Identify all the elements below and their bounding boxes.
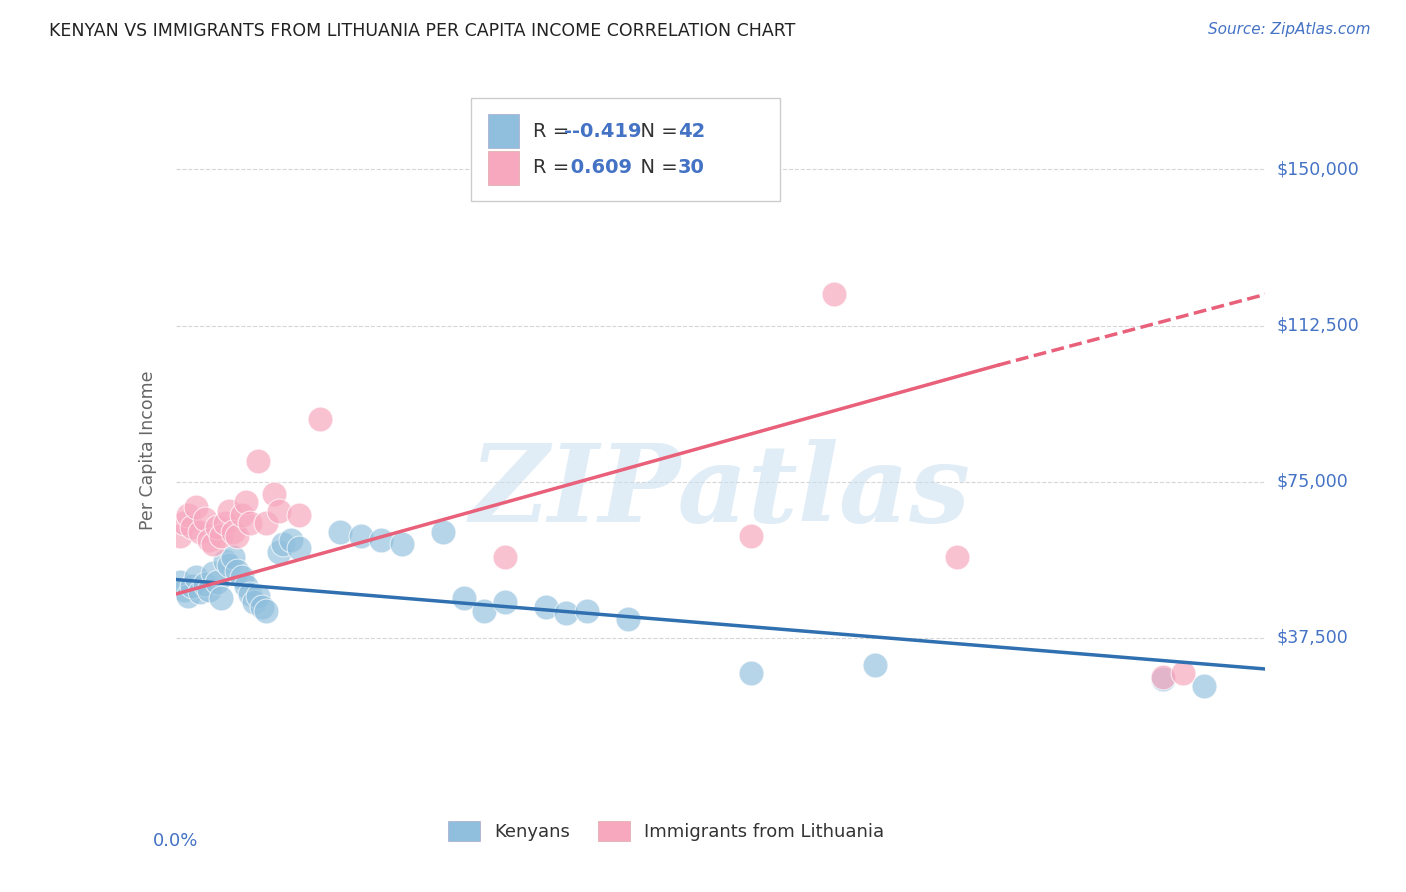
Point (453, 591, 475, 606)
Point (239, 516, 262, 531)
Point (494, 595, 516, 609)
Point (222, 549, 245, 564)
Point (201, 537, 224, 551)
Point (432, 524, 454, 539)
Point (740, 666, 762, 681)
Point (246, 454, 269, 468)
Point (209, 529, 232, 543)
Point (186, 500, 208, 514)
Text: 30: 30 (678, 158, 704, 178)
Point (391, 537, 413, 551)
Point (205, 520, 228, 534)
Point (239, 587, 262, 601)
Point (350, 529, 373, 543)
Point (246, 589, 269, 603)
Point (235, 495, 257, 509)
Point (193, 512, 215, 526)
Point (494, 549, 516, 564)
Point (218, 504, 240, 518)
Point (254, 604, 277, 618)
Point (214, 554, 236, 568)
Text: Source: ZipAtlas.com: Source: ZipAtlas.com (1208, 22, 1371, 37)
Point (863, 657, 886, 672)
Point (1152, 670, 1174, 684)
Point (190, 585, 212, 599)
Point (173, 582, 195, 597)
Point (181, 579, 204, 593)
Point (288, 508, 311, 522)
Point (214, 516, 236, 531)
Point (370, 533, 392, 547)
Point (267, 545, 290, 559)
Point (263, 487, 285, 501)
Text: N =: N = (628, 121, 685, 141)
Point (555, 606, 578, 620)
Point (218, 558, 240, 572)
Point (186, 570, 208, 584)
Text: 0.609: 0.609 (564, 158, 631, 178)
Point (472, 604, 495, 618)
Point (173, 516, 195, 531)
Point (575, 604, 598, 618)
Point (617, 612, 640, 626)
Point (181, 520, 204, 534)
Text: $75,000: $75,000 (1277, 473, 1348, 491)
Point (823, 287, 845, 301)
Point (190, 524, 212, 539)
Point (226, 564, 249, 578)
Text: R =: R = (533, 158, 575, 178)
Text: $150,000: $150,000 (1277, 161, 1360, 178)
Point (946, 549, 969, 564)
Point (231, 508, 253, 522)
Point (1192, 679, 1215, 693)
Text: $112,500: $112,500 (1277, 317, 1360, 334)
Point (205, 574, 228, 589)
Point (267, 504, 290, 518)
Point (235, 579, 257, 593)
Point (177, 508, 200, 522)
Point (197, 582, 219, 597)
Point (308, 412, 330, 426)
Point (1173, 666, 1195, 681)
Point (250, 599, 273, 614)
Point (209, 591, 232, 606)
Point (193, 576, 215, 591)
Point (329, 524, 352, 539)
Point (169, 529, 191, 543)
Point (1152, 673, 1174, 687)
Text: R =: R = (533, 121, 575, 141)
Point (254, 516, 277, 531)
Point (288, 541, 311, 556)
Text: N =: N = (628, 158, 685, 178)
Text: KENYAN VS IMMIGRANTS FROM LITHUANIA PER CAPITA INCOME CORRELATION CHART: KENYAN VS IMMIGRANTS FROM LITHUANIA PER … (49, 22, 796, 40)
Point (231, 570, 253, 584)
Point (197, 533, 219, 547)
Point (226, 529, 249, 543)
Y-axis label: Per Capita Income: Per Capita Income (139, 371, 157, 530)
Point (280, 533, 302, 547)
Point (201, 566, 224, 581)
Text: 42: 42 (678, 121, 704, 141)
Text: $37,500: $37,500 (1277, 629, 1348, 647)
Text: --0.419: --0.419 (564, 121, 641, 141)
Point (177, 589, 200, 603)
Text: ZIPatlas: ZIPatlas (470, 439, 972, 545)
Point (534, 599, 557, 614)
Point (169, 574, 191, 589)
Point (222, 524, 245, 539)
Point (271, 537, 294, 551)
Point (740, 529, 762, 543)
Text: 0.0%: 0.0% (153, 831, 198, 850)
Point (243, 595, 266, 609)
Legend: Kenyans, Immigrants from Lithuania: Kenyans, Immigrants from Lithuania (439, 812, 894, 850)
